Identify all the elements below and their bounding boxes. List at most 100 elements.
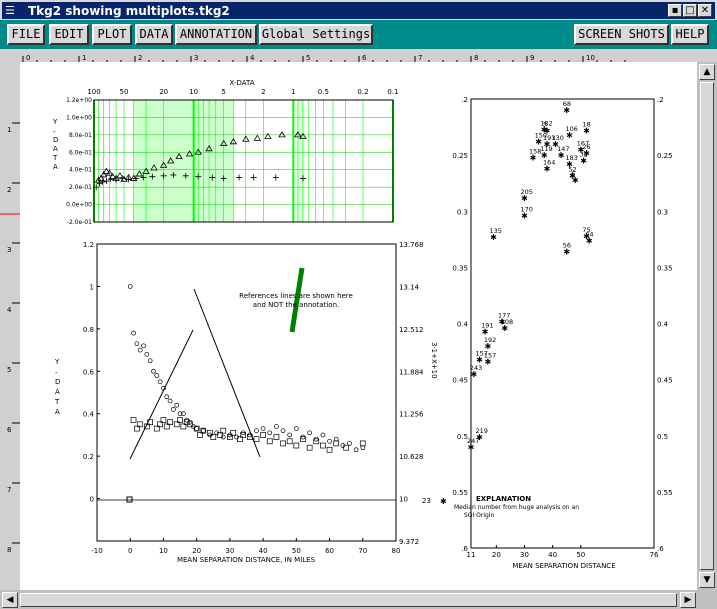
close-button[interactable]: ✕ (698, 4, 712, 17)
plot-3-y-tick: 0.3 (457, 208, 468, 216)
ruler-top-label: 6 (362, 54, 367, 62)
plot-2-y2-tick: 11.256 (399, 411, 424, 419)
plot-1-triangle (175, 152, 183, 160)
legend-text-2: SGI Origin (464, 512, 494, 519)
legend-text-1: Median number from huge analysis on an (454, 504, 579, 511)
menu-annotation[interactable]: ANNOTATION (175, 24, 257, 45)
plot-2-circle (137, 347, 143, 353)
plot-3-point-label: 157 (475, 349, 487, 357)
plot-2-circle (147, 358, 153, 364)
plot-2-ylabel-d: D (55, 378, 60, 386)
plot-2-square (230, 429, 237, 436)
plot-3-point-label: 192 (484, 336, 496, 344)
plot-2-circle (161, 385, 166, 391)
menu-help[interactable]: HELP (671, 24, 709, 45)
scroll-down-arrow-icon[interactable]: ▼ (699, 572, 715, 588)
plot-3[interactable]: 11 20 30 40 50 76 .2 .2 0.25 0.25 0.3 0.3 0.35 0.35 0… (422, 96, 673, 570)
plot-2-circle (247, 432, 253, 438)
plot-canvas[interactable]: X-DATA 100 50 20 10 5 2 1 0.5 0.2 0.1 1.2e+00 1.0e… (20, 62, 697, 590)
ruler-top-label: 0 (26, 54, 30, 62)
plot-2-circle (171, 407, 176, 412)
menu-screen-shots[interactable]: SCREEN SHOTS (574, 24, 669, 45)
plot-3-point-label: 191 (481, 321, 493, 329)
plot-2-square (183, 419, 190, 426)
plot-2-circle (157, 379, 163, 385)
plot-1-plus (93, 184, 100, 191)
plot-1-plus (119, 175, 126, 182)
vertical-scroll-thumb[interactable] (700, 82, 714, 570)
plot-2-x-tick: 60 (325, 547, 334, 555)
plot-3-star-icon: ✱ (572, 176, 579, 185)
plot-2-y2-ticks: 13.768 13.14 12.512 11.884 11.256 10.628 10 9.3… (399, 241, 424, 546)
window-menu-icon[interactable]: ☰ (5, 4, 15, 17)
plot-2-circle (207, 432, 213, 438)
plot-1-plus (132, 175, 139, 182)
scroll-left-arrow-icon[interactable]: ◀ (2, 592, 18, 608)
plot-1-frame (93, 99, 394, 223)
horizontal-scrollbar[interactable]: ◀ ▶ (0, 590, 717, 609)
plot-2-xlabel: MEAN SEPARATION DISTANCE, IN MILES (177, 556, 316, 564)
maximize-button[interactable]: □ (683, 4, 697, 17)
plot-3-star-icon: ✱ (583, 232, 590, 241)
menu-bar: FILE EDIT PLOT DATA ANNOTATION Global Se… (0, 20, 717, 49)
scroll-right-arrow-icon[interactable]: ▶ (680, 592, 696, 608)
plot-1-x-tick: 0.1 (387, 88, 398, 96)
plot-2-square (280, 440, 286, 447)
plot-2-x-ticks: -10 0 10 20 30 40 50 60 70 80 (91, 538, 400, 555)
plot-2-y-tick: 0.4 (83, 411, 95, 419)
plot-3-point-label: 247 (467, 437, 479, 445)
plot-3-point-label: 158 (529, 147, 541, 155)
scroll-up-arrow-icon[interactable]: ▲ (699, 64, 715, 80)
plot-2-y2-tick: 13.14 (399, 283, 420, 291)
plot-2-circle (274, 424, 279, 429)
annotation-line-1[interactable]: References lines are shown here (239, 292, 353, 300)
title-bar[interactable]: ☰ Tkg2 showing multiplots.tkg2 ▪ □ ✕ (2, 2, 715, 19)
menu-data[interactable]: DATA (135, 24, 173, 45)
plot-3-star-icon: ✱ (552, 140, 559, 149)
annotation-line-2[interactable]: and NOT the annotation. (253, 301, 339, 309)
vertical-scrollbar[interactable]: ▲ ▼ (697, 62, 717, 590)
plot-1-triangle (159, 161, 168, 168)
menu-plot[interactable]: PLOT (92, 24, 132, 45)
plot-2-circle (320, 432, 326, 438)
plot-2-y-tick: 0 (90, 496, 94, 504)
ruler-left-label: 7 (7, 486, 11, 494)
plot-1-triangle (142, 167, 150, 174)
plot-3-point-label: 32 (580, 151, 588, 159)
plot-1-ylabel-a2: A (53, 163, 58, 171)
plot-1-plus (160, 172, 167, 179)
plot-2-square (237, 436, 243, 443)
ruler-top-label: 2 (138, 54, 142, 62)
plot-3-star-icon: ✱ (544, 126, 551, 135)
plot-2-square (217, 432, 223, 438)
menu-file[interactable]: FILE (7, 24, 45, 45)
plot-1[interactable]: X-DATA 100 50 20 10 5 2 1 0.5 0.2 0.1 1.2e+00 1.0e… (52, 79, 399, 226)
plot-1-x-tick: 20 (159, 88, 168, 96)
plot-2-circle (240, 430, 246, 436)
plot-3-star-icon: ✱ (583, 126, 590, 135)
menu-edit[interactable]: EDIT (49, 24, 89, 45)
plot-1-plus (125, 176, 132, 183)
plot-2-square (160, 417, 167, 423)
plot-3-star-icon: ✱ (577, 146, 584, 155)
plot-2-ylabel-a: A (55, 388, 60, 396)
plot-1-y-tick: 8.0e-01 (69, 132, 92, 139)
plot-3-point-label: 205 (520, 188, 532, 196)
plot-1-plus (272, 174, 279, 181)
ruler-top-label: 9 (530, 54, 534, 62)
plot-3-point-label: 52 (568, 165, 576, 173)
plot-3-point-label: 56 (563, 242, 571, 250)
plot-2-circle (234, 434, 239, 440)
ruler-left-label: 2 (7, 186, 11, 194)
menu-global-settings[interactable]: Global Settings (259, 24, 373, 45)
plot-2-square (147, 419, 154, 426)
plot-3-star-icon: ✱ (566, 131, 573, 140)
horizontal-scroll-thumb[interactable] (20, 593, 677, 607)
plot-2-square (306, 444, 313, 451)
minimize-button[interactable]: ▪ (668, 4, 682, 17)
plot-3-star-icon: ✱ (535, 138, 542, 147)
plot-2-square (173, 421, 180, 428)
plot-2-circle (194, 426, 200, 431)
plot-2[interactable]: -10 0 10 20 30 40 50 60 70 80 1.210.80.60.40.20 1… (54, 241, 438, 564)
plot-2-y-tick: 1 (90, 283, 94, 291)
